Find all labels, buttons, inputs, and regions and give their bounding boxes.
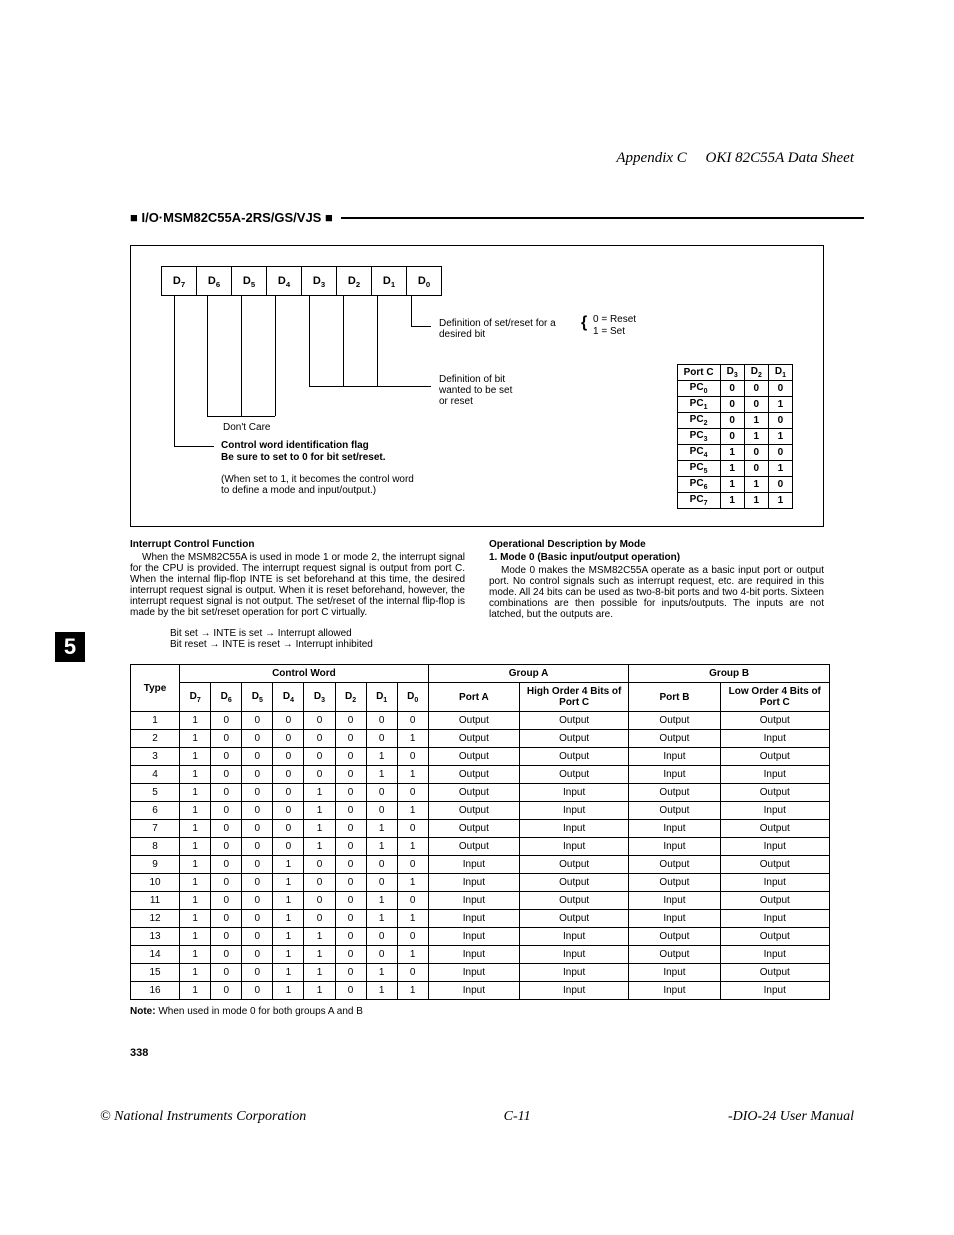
fig-cwid3: (When set to 1, it becomes the control w… [221,474,421,496]
fig-def-bit: Definition of bit wanted to be set or re… [439,374,519,407]
bit-cell: D6 [196,266,232,296]
mode0-combinations-table: TypeControl WordGroup AGroup BD7D6D5D4D3… [130,664,830,1000]
fig-cwid2: Be sure to set to 0 for bit set/reset. [221,452,421,463]
right-col-heading: Operational Description by Mode [489,539,824,550]
bit-cell: D2 [336,266,372,296]
footer-center: C-11 [504,1109,531,1125]
page-footer: © National Instruments Corporation C-11 … [90,1109,864,1125]
portc-decode-table: Port CD3D2D1PC0000PC1001PC2010PC3011PC41… [677,364,793,509]
two-column-text: Interrupt Control Function When the MSM8… [130,537,824,622]
fig-cwid: Control word identification flag [221,440,421,451]
page-header: Appendix C OKI 82C55A Data Sheet [616,150,854,167]
brace-line1: 1 = Set [593,326,625,337]
left-col-body: When the MSM82C55A is used in mode 1 or … [130,552,465,618]
bit-cell: D0 [406,266,442,296]
right-col-subheading: 1. Mode 0 (Basic input/output operation) [489,552,824,563]
bit-state-lines: Bit set → INTE is set → Interrupt allowe… [170,628,824,650]
bit-cell: D3 [301,266,337,296]
table-note: Note: When used in mode 0 for both group… [130,1006,824,1017]
control-word-figure: D7D6D5D4D3D2D1D0 Definition of set/reset… [130,245,824,527]
bit-register-row: D7D6D5D4D3D2D1D0 [161,266,793,296]
datasheet-title: OKI 82C55A Data Sheet [706,150,854,166]
brace-icon: { [581,314,587,332]
note-text: When used in mode 0 for both groups A an… [156,1006,363,1017]
fig-dontcare: Don't Care [223,422,271,433]
page-number: 338 [130,1047,864,1059]
bit-cell: D7 [161,266,197,296]
bit-state-1: Bit set → INTE is set → Interrupt allowe… [170,628,824,639]
appendix-label: Appendix C [616,150,686,166]
bit-cell: D5 [231,266,267,296]
brace-line0: 0 = Reset [593,314,636,325]
right-col-body: Mode 0 makes the MSM82C55A operate as a … [489,565,824,620]
section-title-bar: ■ I/O·MSM82C55A-2RS/GS/VJS ■ [130,210,864,225]
footer-right: -DIO-24 User Manual [728,1109,854,1125]
fig-def-setreset: Definition of set/reset for a desired bi… [439,318,559,340]
note-bold: Note: [130,1006,156,1017]
bit-cell: D4 [266,266,302,296]
section-index-tab: 5 [55,632,85,662]
section-title-text: I/O·MSM82C55A-2RS/GS/VJS [141,210,321,225]
left-col-heading: Interrupt Control Function [130,539,465,550]
bit-cell: D1 [371,266,407,296]
section-title-rule [341,217,864,219]
bit-state-2: Bit reset → INTE is reset → Interrupt in… [170,639,824,650]
footer-left: © National Instruments Corporation [100,1109,306,1125]
